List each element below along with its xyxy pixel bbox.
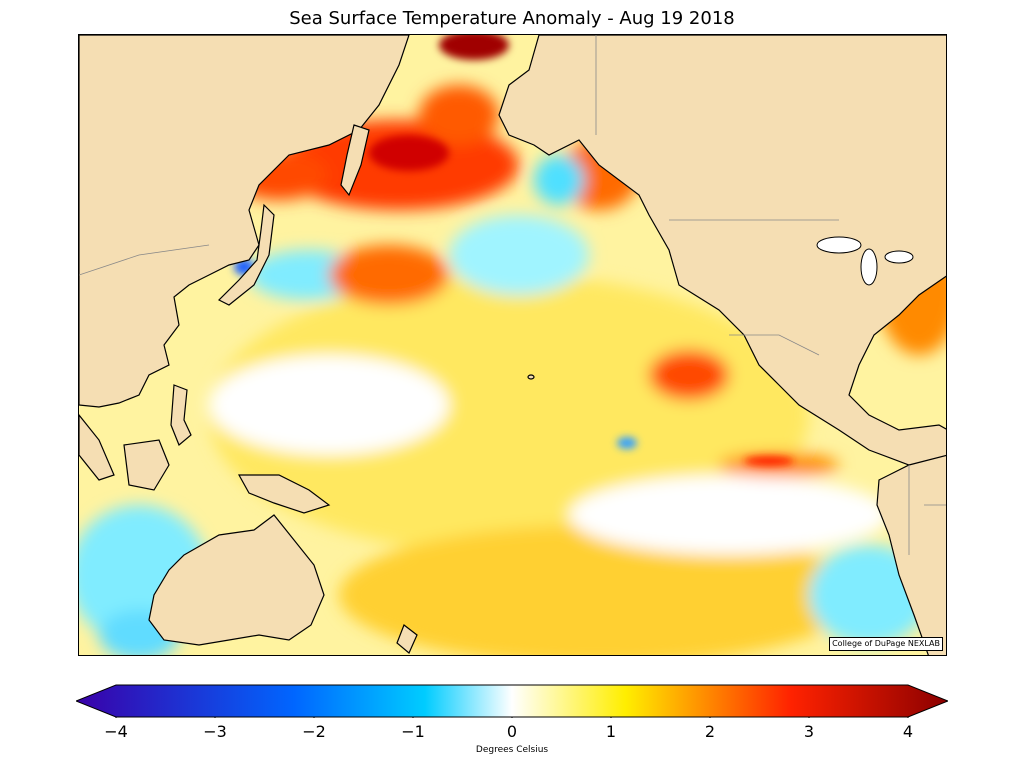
hawaii-island <box>527 374 535 380</box>
colorbar-tick-label: 1 <box>605 722 617 741</box>
colorbar-tick-label: 3 <box>803 722 815 741</box>
map-canvas <box>79 35 946 655</box>
colorbar-tick-label: 4 <box>902 722 914 741</box>
new-zealand-landmass <box>396 624 418 654</box>
colorbar-gradient <box>76 684 948 718</box>
colorbar-tick-label: −2 <box>302 722 326 741</box>
map-title: Sea Surface Temperature Anomaly - Aug 19… <box>289 8 735 29</box>
land-masses <box>79 35 946 655</box>
colorbar-ticks <box>115 717 909 718</box>
japan-landmass <box>217 203 275 306</box>
philippines-landmass <box>170 384 192 446</box>
colorbar-tick-label: −1 <box>401 722 425 741</box>
borneo-landmass <box>123 439 170 491</box>
political-borders <box>79 35 946 555</box>
colorbar-label: Degrees Celsius <box>475 745 549 755</box>
sst-anomaly-map: College of DuPage NEXLAB <box>78 34 947 656</box>
new-guinea-landmass <box>237 474 331 514</box>
colorbar-tick-label: −3 <box>203 722 227 741</box>
sumatra-landmass <box>79 414 115 481</box>
asia-landmass <box>79 35 410 408</box>
colorbar-tick-label: 2 <box>704 722 716 741</box>
australia-landmass <box>148 514 325 646</box>
colorbar <box>76 684 948 718</box>
north-america-landmass <box>498 35 946 476</box>
credit-label: College of DuPage NEXLAB <box>829 637 943 651</box>
great-lakes <box>816 236 914 286</box>
kamchatka-landmass <box>340 124 370 197</box>
colorbar-tick-label: 0 <box>506 722 518 741</box>
colorbar-tick-label: −4 <box>104 722 128 741</box>
